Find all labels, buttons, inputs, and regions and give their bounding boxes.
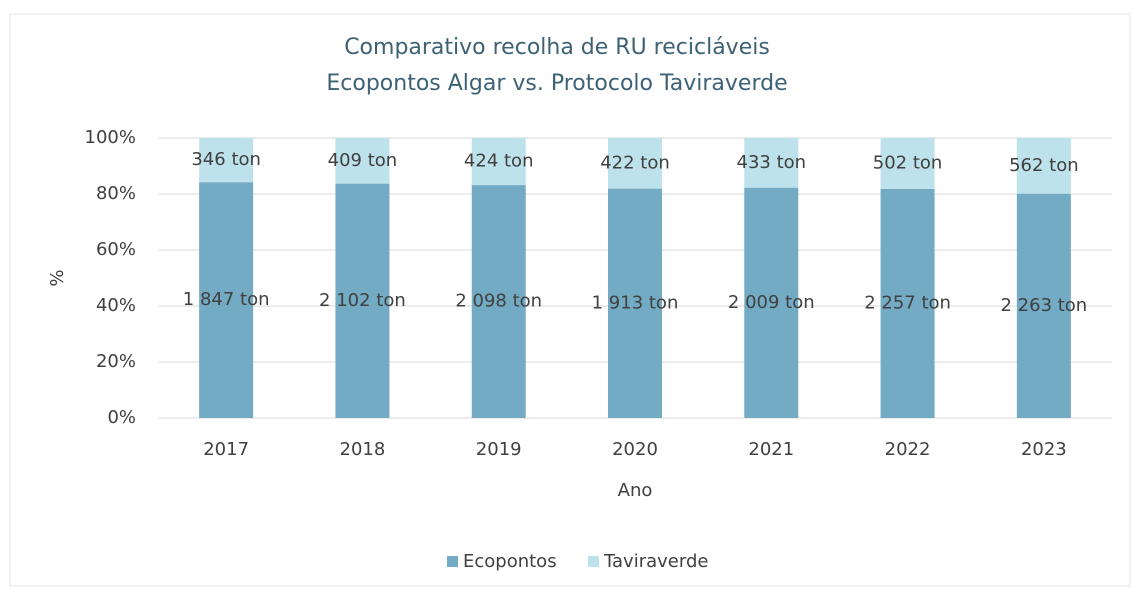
data-label: 409 ton bbox=[328, 150, 398, 171]
bar-segment bbox=[744, 187, 799, 418]
data-label: 424 ton bbox=[464, 151, 534, 172]
data-label: 433 ton bbox=[737, 152, 807, 173]
y-tick-label: 40% bbox=[96, 295, 136, 316]
bar-segment bbox=[1016, 138, 1071, 194]
bar-segment bbox=[471, 185, 526, 418]
data-label: 2 009 ton bbox=[728, 292, 815, 313]
data-label: 562 ton bbox=[1009, 155, 1079, 176]
y-tick-label: 100% bbox=[85, 127, 136, 148]
data-label: 1 913 ton bbox=[592, 292, 679, 313]
bar-segment bbox=[335, 138, 390, 184]
bar-segment bbox=[199, 182, 254, 418]
x-tick-label: 2022 bbox=[885, 439, 931, 460]
bar-segment bbox=[880, 188, 935, 418]
data-label: 2 257 ton bbox=[864, 292, 951, 313]
bar-segment bbox=[199, 138, 254, 183]
x-tick-label: 2018 bbox=[340, 439, 386, 460]
x-tick-label: 2017 bbox=[203, 439, 249, 460]
x-tick-label: 2020 bbox=[612, 439, 658, 460]
data-label: 2 263 ton bbox=[1000, 295, 1087, 316]
legend-swatch bbox=[588, 556, 599, 567]
bar-segment bbox=[744, 138, 799, 188]
y-tick-label: 80% bbox=[96, 183, 136, 204]
x-tick-label: 2023 bbox=[1021, 439, 1067, 460]
bar-segment bbox=[608, 138, 662, 189]
data-label: 2 102 ton bbox=[319, 290, 406, 311]
legend-swatch bbox=[447, 556, 458, 567]
data-label: 2 098 ton bbox=[455, 291, 542, 312]
chart-frame bbox=[9, 13, 1131, 587]
data-label: 502 ton bbox=[873, 152, 943, 173]
y-tick-label: 20% bbox=[96, 351, 136, 372]
data-label: 1 847 ton bbox=[183, 289, 270, 310]
y-tick-label: 0% bbox=[107, 407, 136, 428]
chart-title: Ecopontos Algar vs. Protocolo Taviraverd… bbox=[326, 71, 787, 96]
legend-label: Taviraverde bbox=[603, 551, 708, 572]
x-tick-label: 2019 bbox=[476, 439, 522, 460]
legend-label: Ecopontos bbox=[463, 551, 557, 572]
data-label: 422 ton bbox=[600, 152, 670, 173]
x-tick-label: 2021 bbox=[748, 439, 794, 460]
data-label: 346 ton bbox=[191, 149, 261, 170]
bar-segment bbox=[471, 138, 526, 186]
y-axis-label: % bbox=[47, 269, 68, 286]
bar-segment bbox=[1016, 193, 1071, 418]
bar-segment bbox=[880, 138, 935, 189]
x-axis-label: Ano bbox=[618, 480, 653, 501]
chart-title: Comparativo recolha de RU recicláveis bbox=[344, 35, 770, 60]
bar-segment bbox=[608, 188, 662, 418]
y-tick-label: 60% bbox=[96, 239, 136, 260]
bar-segment bbox=[335, 183, 390, 418]
